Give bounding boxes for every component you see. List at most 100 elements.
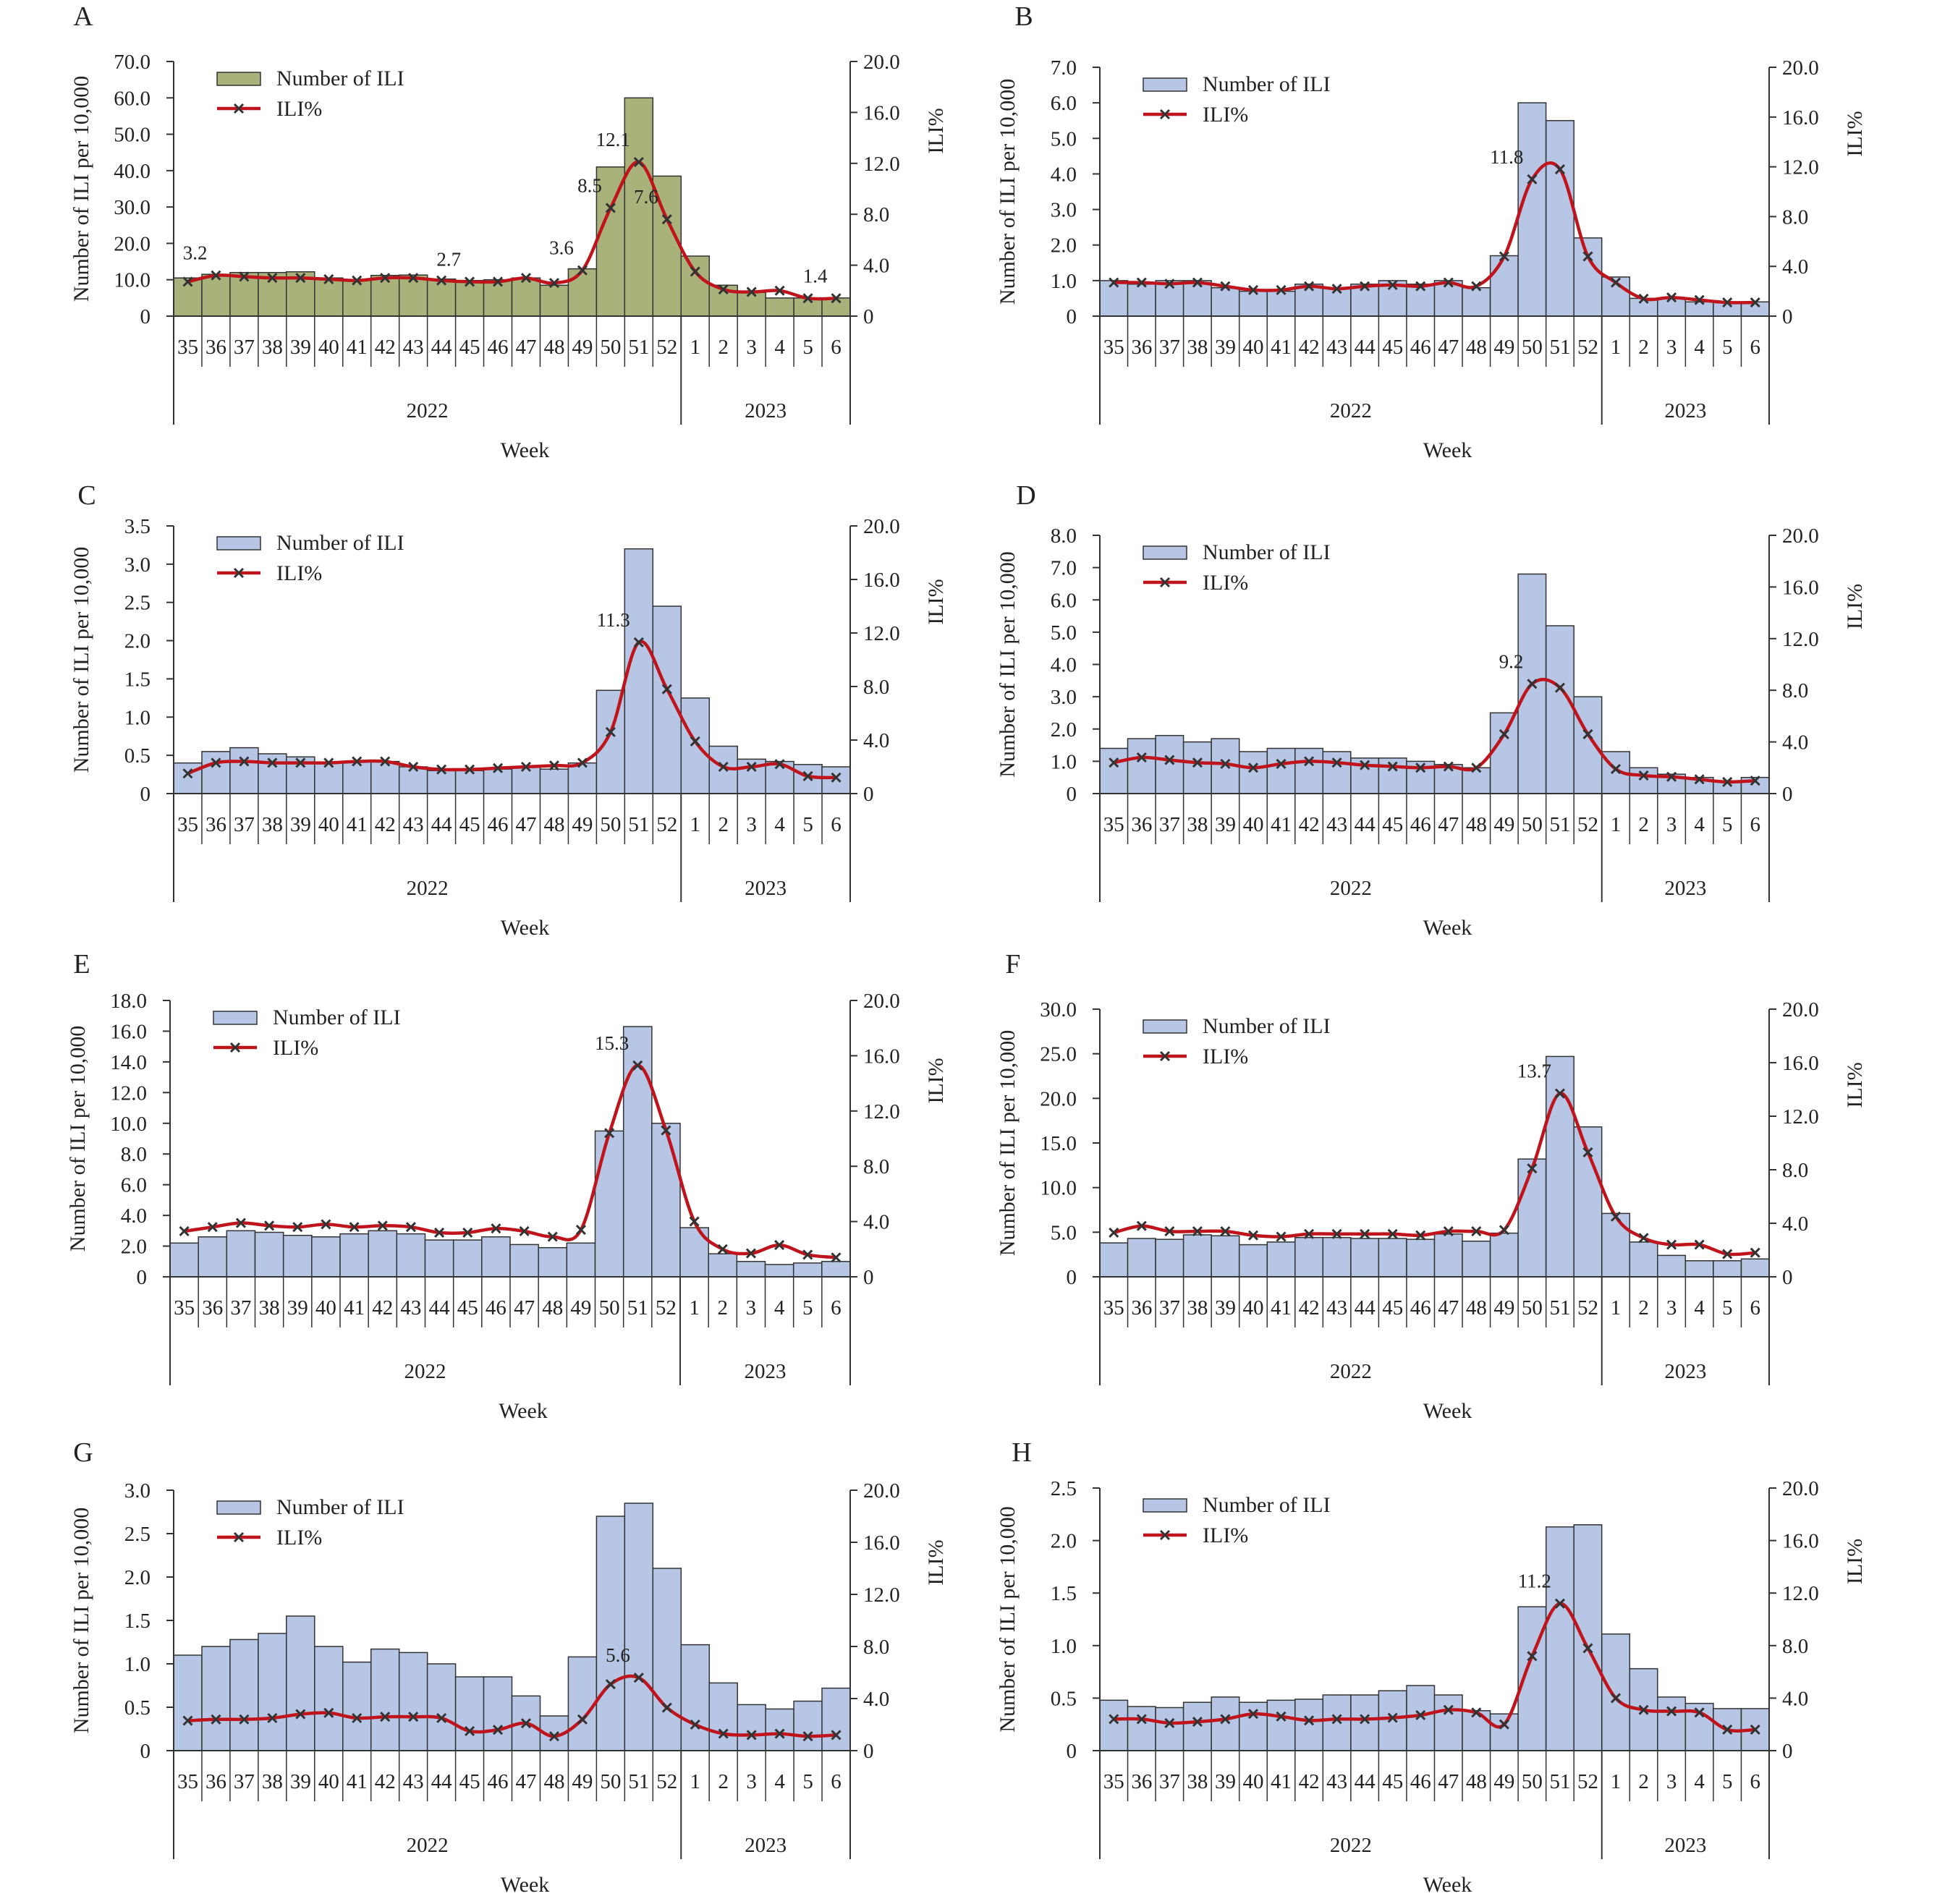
y-right-axis-title: ILI%	[924, 1058, 948, 1103]
left-tick-label: 0	[140, 783, 151, 806]
ili-percent-marker-43	[1331, 1714, 1342, 1725]
bar-week-45	[454, 279, 485, 317]
x-tick-label-37: 37	[230, 1296, 251, 1319]
x-tick-label-47: 47	[514, 1296, 535, 1319]
x-tick-label-50: 50	[1522, 813, 1543, 836]
legend-line-label: ILI%	[276, 561, 322, 585]
year-label-2022: 2022	[407, 1834, 449, 1857]
left-tick-label: 14.0	[110, 1051, 147, 1074]
left-tick-label: 25.0	[1040, 1043, 1077, 1066]
right-tick-label: 12.0	[863, 622, 900, 645]
x-tick-label-43: 43	[403, 336, 424, 359]
x-tick-label-45: 45	[459, 813, 480, 836]
bar-week-42	[370, 1648, 400, 1751]
left-tick-label: 0	[140, 1740, 151, 1763]
y-right-axis-title: ILI%	[924, 108, 948, 153]
ili-percent-marker-2	[1638, 770, 1649, 781]
left-tick-label: 20.0	[114, 232, 151, 255]
legend-line-label: ILI%	[276, 97, 322, 121]
ili-percent-marker-49	[577, 265, 588, 276]
bar-week-37	[229, 271, 259, 317]
x-tick-label-40: 40	[318, 1770, 339, 1793]
x-tick-label-1: 1	[689, 1296, 700, 1319]
x-tick-label-52: 52	[1577, 1296, 1598, 1319]
ili-percent-marker-4	[774, 1728, 785, 1739]
year-label-2022: 2022	[1330, 1834, 1372, 1857]
x-tick-label-1: 1	[1611, 813, 1622, 836]
legend-line-label: ILI%	[1203, 1523, 1248, 1547]
ili-percent-marker-49	[1499, 251, 1509, 262]
ili-percent-marker-50	[605, 726, 616, 737]
bar-week-42	[370, 274, 400, 317]
x-tick-label-46: 46	[1410, 813, 1431, 836]
annotation-3.2: 3.2	[183, 242, 208, 264]
ili-percent-marker-40	[1247, 1709, 1259, 1720]
bar-week-38	[254, 1231, 284, 1278]
bar-week-40	[311, 1236, 341, 1278]
ili-percent-marker-47	[1443, 277, 1454, 288]
bar-week-37	[1155, 734, 1184, 794]
x-tick-label-51: 51	[628, 336, 649, 359]
left-tick-label: 8.0	[121, 1143, 147, 1166]
x-tick-label-38: 38	[1187, 336, 1208, 359]
x-tick-label-49: 49	[570, 1296, 591, 1319]
bar-week-49	[567, 1656, 598, 1751]
ili-percent-marker-6	[1750, 1724, 1760, 1735]
ili-percent-marker-3	[1666, 1239, 1677, 1250]
right-tick-label: 0	[1782, 1740, 1793, 1763]
ili-percent-marker-2	[1638, 1233, 1649, 1244]
bar-week-41	[1266, 1699, 1296, 1751]
bar-week-35	[173, 277, 203, 317]
bar-week-40	[1238, 751, 1268, 794]
x-tick-label-47: 47	[515, 336, 536, 359]
ili-percent-marker-52	[1582, 728, 1593, 739]
left-tick-label: 3.0	[1051, 686, 1077, 709]
right-tick-label: 8.0	[863, 676, 889, 699]
bar-week-40	[1238, 1701, 1268, 1751]
legend-line-marker	[233, 1531, 245, 1543]
bar-week-36	[1127, 284, 1156, 317]
bar-week-52	[1573, 237, 1603, 317]
legend-line-marker	[1159, 109, 1171, 120]
x-tick-label-41: 41	[347, 813, 368, 836]
bar-week-44	[426, 1663, 457, 1751]
year-label-2023: 2023	[745, 1360, 787, 1383]
x-tick-label-52: 52	[656, 813, 677, 836]
right-tick-label: 12.0	[1782, 1105, 1819, 1129]
ili-percent-marker-37	[1164, 1226, 1175, 1237]
x-tick-label-42: 42	[1299, 1296, 1320, 1319]
left-tick-label: 3.0	[124, 553, 151, 577]
ili-percent-marker-36	[207, 1222, 218, 1233]
ili-percent-line	[1113, 1092, 1755, 1257]
ili-percent-marker-35	[179, 1225, 190, 1237]
year-label-2022: 2022	[1330, 877, 1372, 900]
bar-week-5	[1713, 1260, 1742, 1278]
ili-percent-marker-51	[633, 637, 644, 648]
x-tick-label-2: 2	[718, 1770, 729, 1793]
right-tick-label: 8.0	[863, 1155, 889, 1178]
bar-week-36	[1127, 738, 1156, 794]
ili-percent-marker-46	[492, 276, 504, 287]
right-tick-label: 16.0	[1782, 1052, 1819, 1075]
left-tick-label: 5.0	[1051, 1221, 1077, 1244]
left-tick-label: 3.0	[1051, 199, 1077, 222]
right-tick-label: 16.0	[1782, 576, 1819, 599]
x-tick-label-50: 50	[600, 336, 621, 359]
left-tick-label: 4.0	[1051, 654, 1077, 677]
x-tick-label-35: 35	[174, 1296, 195, 1319]
year-label-2022: 2022	[407, 877, 449, 900]
left-tick-label: 2.5	[1051, 1477, 1077, 1500]
ili-percent-marker-38	[1192, 757, 1203, 768]
legend-bars-label: Number of ILI	[1203, 1014, 1331, 1038]
ili-percent-marker-35	[1109, 757, 1119, 768]
bar-week-44	[1350, 284, 1380, 317]
bar-week-46	[483, 279, 513, 317]
x-tick-label-35: 35	[177, 813, 198, 836]
annotation-2.7: 2.7	[436, 248, 461, 270]
left-tick-label: 1.0	[1051, 1635, 1077, 1658]
x-tick-label-4: 4	[774, 1296, 785, 1319]
bar-week-46	[481, 1236, 511, 1278]
ili-percent-marker-50	[604, 1128, 615, 1139]
ili-percent-marker-46	[1415, 281, 1426, 292]
